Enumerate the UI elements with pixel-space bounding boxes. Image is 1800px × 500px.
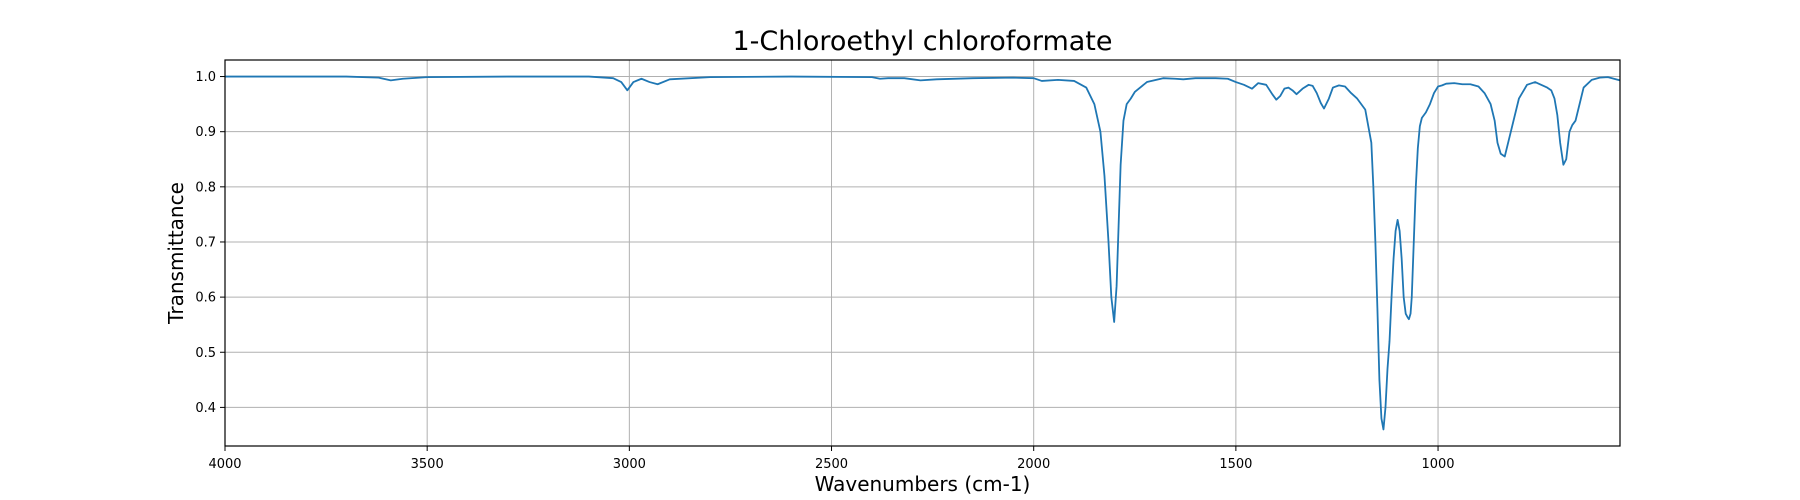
y-axis-title: Transmittance bbox=[164, 182, 188, 325]
grid bbox=[224, 60, 1620, 446]
y-tick-label: 0.6 bbox=[195, 291, 216, 306]
x-tick-label: 3000 bbox=[613, 457, 646, 472]
spectrum-series-line bbox=[225, 75, 1621, 431]
y-tick-label: 0.9 bbox=[195, 125, 216, 140]
x-tick-label: 2500 bbox=[815, 457, 848, 472]
x-tick-label: 4000 bbox=[208, 457, 241, 472]
ticks: 4000 3500 3000 2500 2000 1500 1000 0.4 0.5 0.6 0.7… bbox=[195, 70, 1454, 472]
y-tick-label: 0.4 bbox=[195, 401, 216, 416]
series-layer bbox=[225, 75, 1621, 431]
x-tick-label: 3500 bbox=[411, 457, 444, 472]
y-tick-label: 1.0 bbox=[195, 70, 216, 85]
x-tick-label: 1500 bbox=[1219, 457, 1252, 472]
x-tick-label: 2000 bbox=[1017, 457, 1050, 472]
chart-title: 1-Chloroethyl chloroformate bbox=[732, 26, 1112, 57]
y-tick-label: 0.5 bbox=[195, 346, 216, 361]
y-tick-label: 0.7 bbox=[195, 235, 216, 250]
x-tick-label: 1000 bbox=[1421, 457, 1454, 472]
plot-area-frame bbox=[224, 59, 1621, 447]
y-tick-label: 0.8 bbox=[195, 180, 216, 195]
x-axis-title: Wavenumbers (cm-1) bbox=[815, 472, 1031, 496]
